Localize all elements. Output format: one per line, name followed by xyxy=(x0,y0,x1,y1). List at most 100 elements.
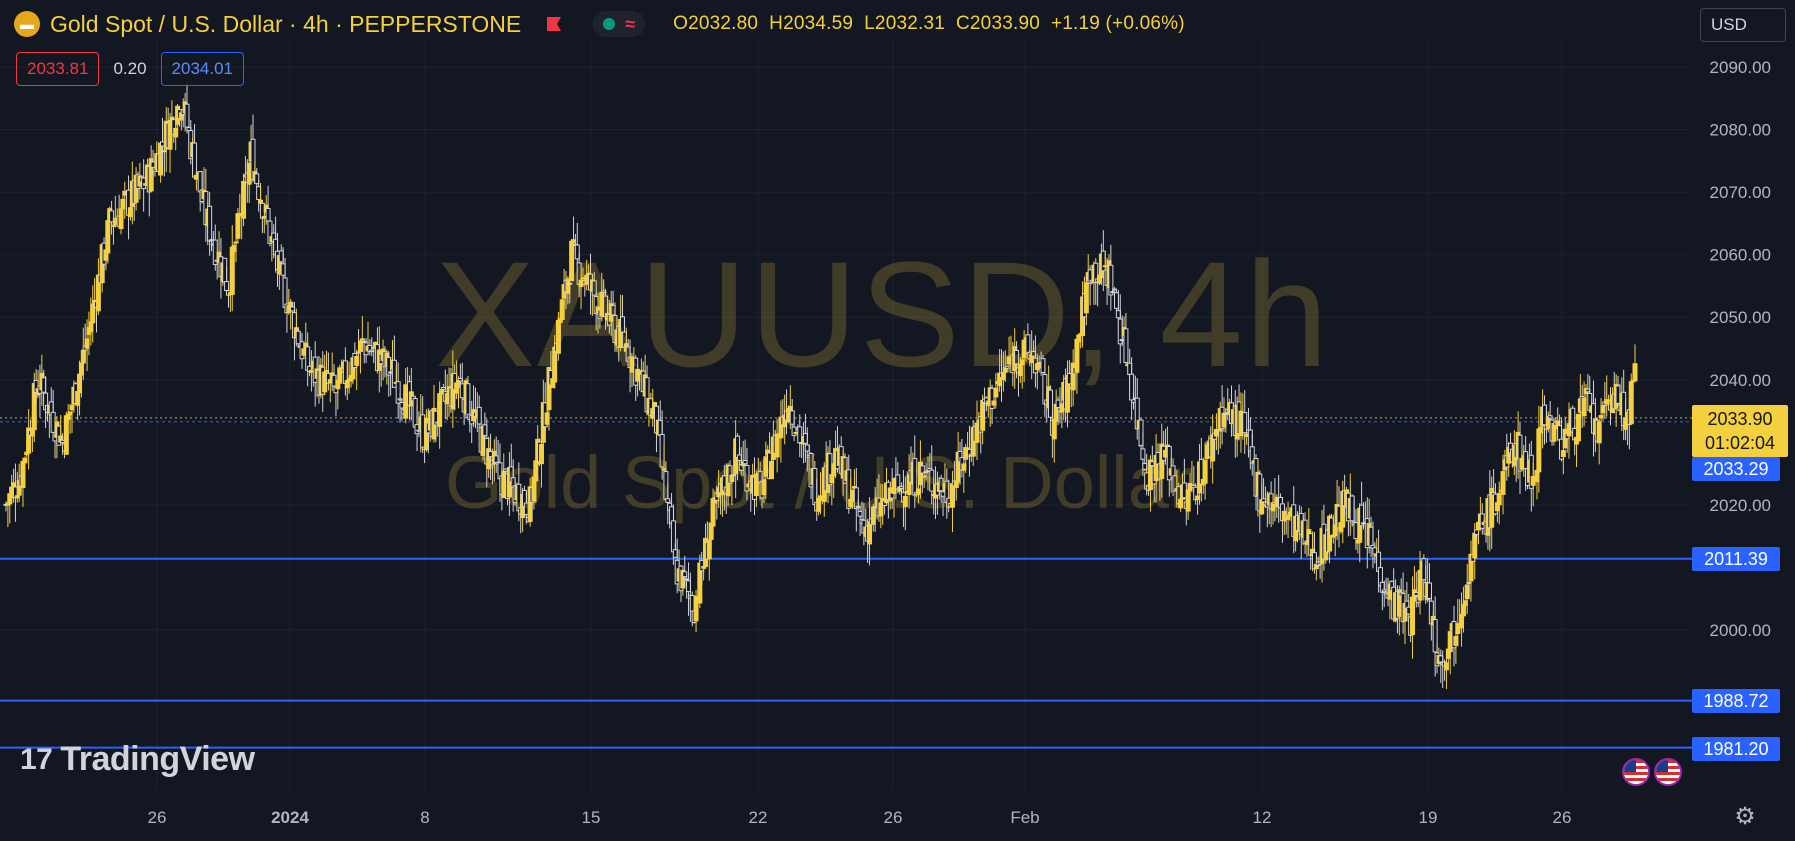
high-value: H2034.59 xyxy=(769,13,854,34)
candle-down xyxy=(207,205,213,242)
open-value: O2032.80 xyxy=(673,13,759,34)
candle-up xyxy=(105,220,111,254)
flag-icon[interactable] xyxy=(545,15,563,33)
candle-down xyxy=(855,505,861,508)
candle-up xyxy=(902,495,908,508)
market-status[interactable]: ≈ xyxy=(593,11,646,37)
market-open-dot-icon xyxy=(603,18,616,30)
candle-up xyxy=(974,422,980,443)
candle-up xyxy=(546,366,552,411)
candle-up xyxy=(1443,662,1449,671)
candle-down xyxy=(109,210,115,223)
gold-bars-icon[interactable]: ▬ xyxy=(14,11,40,37)
candle-down xyxy=(395,381,401,404)
time-axis-label: 19 xyxy=(1419,808,1438,827)
time-axis-label: 12 xyxy=(1253,808,1272,827)
candle-down xyxy=(184,103,190,128)
candle-down xyxy=(591,280,597,296)
candle-up xyxy=(241,180,247,219)
bid-ask-panel: 2033.81 0.20 2034.01 xyxy=(16,52,244,86)
candle-up xyxy=(26,427,32,454)
candle-down xyxy=(682,571,688,578)
price-line-label-2[interactable]: 2011.39 xyxy=(1692,547,1780,571)
buy-button[interactable]: 2034.01 xyxy=(160,52,244,86)
time-axis-label: 15 xyxy=(582,808,601,827)
watermark-symbol: XAUUSD, 4h xyxy=(435,230,1331,398)
change-value: +1.19 (+0.06%) xyxy=(1050,13,1185,34)
candle-up xyxy=(706,539,712,560)
tradingview-mark-icon: 17 xyxy=(20,742,53,776)
candle-up xyxy=(1560,450,1566,458)
spread-value: 0.20 xyxy=(113,59,147,78)
time-axis-label: Feb xyxy=(1010,808,1039,827)
candle-down xyxy=(912,457,918,496)
candle-down xyxy=(265,208,271,222)
currency-select[interactable]: USD xyxy=(1700,8,1786,42)
bar-countdown: 01:02:04 xyxy=(1704,433,1776,453)
candle-down xyxy=(1014,349,1020,365)
price-axis-label: 2090.00 xyxy=(1710,58,1771,77)
candle-down xyxy=(1093,262,1099,284)
price-axis-label: 2080.00 xyxy=(1710,121,1771,140)
us-flag-icon[interactable] xyxy=(1622,758,1650,786)
candle-down xyxy=(853,487,859,510)
current-price-tag: 2033.90 01:02:04 xyxy=(1692,405,1788,457)
low-value: L2032.31 xyxy=(864,13,946,34)
candle-down xyxy=(1134,397,1140,430)
candle-down xyxy=(1242,412,1248,434)
candle-down xyxy=(567,282,573,285)
price-line-label-3[interactable]: 1988.72 xyxy=(1692,689,1780,713)
candle-up xyxy=(1202,460,1208,484)
price-line-label-1[interactable]: 2033.29 xyxy=(1692,457,1780,481)
price-axis-label: 2060.00 xyxy=(1710,246,1771,265)
candle-up xyxy=(354,356,360,366)
close-value: C2033.90 xyxy=(955,13,1040,34)
price-axis-label: 2070.00 xyxy=(1710,183,1771,202)
candle-down xyxy=(254,173,260,185)
candle-down xyxy=(1123,328,1129,363)
candle-down xyxy=(929,469,935,492)
candle-down xyxy=(989,387,995,409)
time-axis-label: 8 xyxy=(420,808,429,827)
candle-down xyxy=(1432,619,1438,653)
watermark-description: Gold Spot / U.S. Dollar xyxy=(445,441,1194,524)
candle-down xyxy=(744,464,750,492)
candle-down xyxy=(1140,448,1146,460)
us-flag-icon[interactable] xyxy=(1654,758,1682,786)
candle-down xyxy=(574,244,580,260)
price-axis-label: 2020.00 xyxy=(1710,496,1771,515)
ohlc-values: O2032.80 H2034.59 L2032.31 C2033.90 +1.1… xyxy=(673,13,1185,35)
price-line-label-4[interactable]: 1981.20 xyxy=(1692,737,1780,761)
price-axis[interactable]: 2090.00 2080.00 2070.00 2060.00 2050.00 2040.… xyxy=(1710,58,1771,640)
price-axis-label: 2040.00 xyxy=(1710,371,1771,390)
candle-down xyxy=(1112,288,1118,291)
economic-events xyxy=(1622,758,1682,786)
candle-down xyxy=(919,465,925,474)
candle-up xyxy=(768,460,774,480)
time-axis-label: 26 xyxy=(148,808,167,827)
delay-wave-icon: ≈ xyxy=(625,13,636,34)
current-price: 2033.90 xyxy=(1707,409,1773,429)
candle-down xyxy=(476,406,482,425)
settings-gear-icon[interactable]: ⚙ xyxy=(1734,803,1756,830)
logo-text: TradingView xyxy=(60,740,255,778)
candle-up xyxy=(1575,413,1581,442)
time-axis-label: 22 xyxy=(749,808,768,827)
candle-up xyxy=(1581,397,1587,417)
chart-header: ▬ Gold Spot / U.S. Dollar · 4h · PEPPERS… xyxy=(14,8,1185,40)
chart-grid xyxy=(0,40,1690,790)
time-axis-label: 26 xyxy=(1553,808,1572,827)
horizontal-lines[interactable] xyxy=(0,417,1692,749)
tradingview-logo[interactable]: 17 TradingView xyxy=(20,740,255,779)
price-axis-label: 2000.00 xyxy=(1710,621,1771,640)
candle-up xyxy=(1632,363,1638,382)
candles xyxy=(3,84,1638,690)
candle-up xyxy=(1496,492,1502,506)
candle-down xyxy=(1048,389,1054,418)
time-axis[interactable]: 26 2024 8 15 22 26 Feb 12 19 26 xyxy=(148,808,1572,827)
candle-down xyxy=(1108,264,1114,296)
price-axis-label: 2050.00 xyxy=(1710,308,1771,327)
sell-button[interactable]: 2033.81 xyxy=(16,52,100,86)
symbol-title[interactable]: Gold Spot / U.S. Dollar · 4h · PEPPERSTO… xyxy=(50,10,522,37)
